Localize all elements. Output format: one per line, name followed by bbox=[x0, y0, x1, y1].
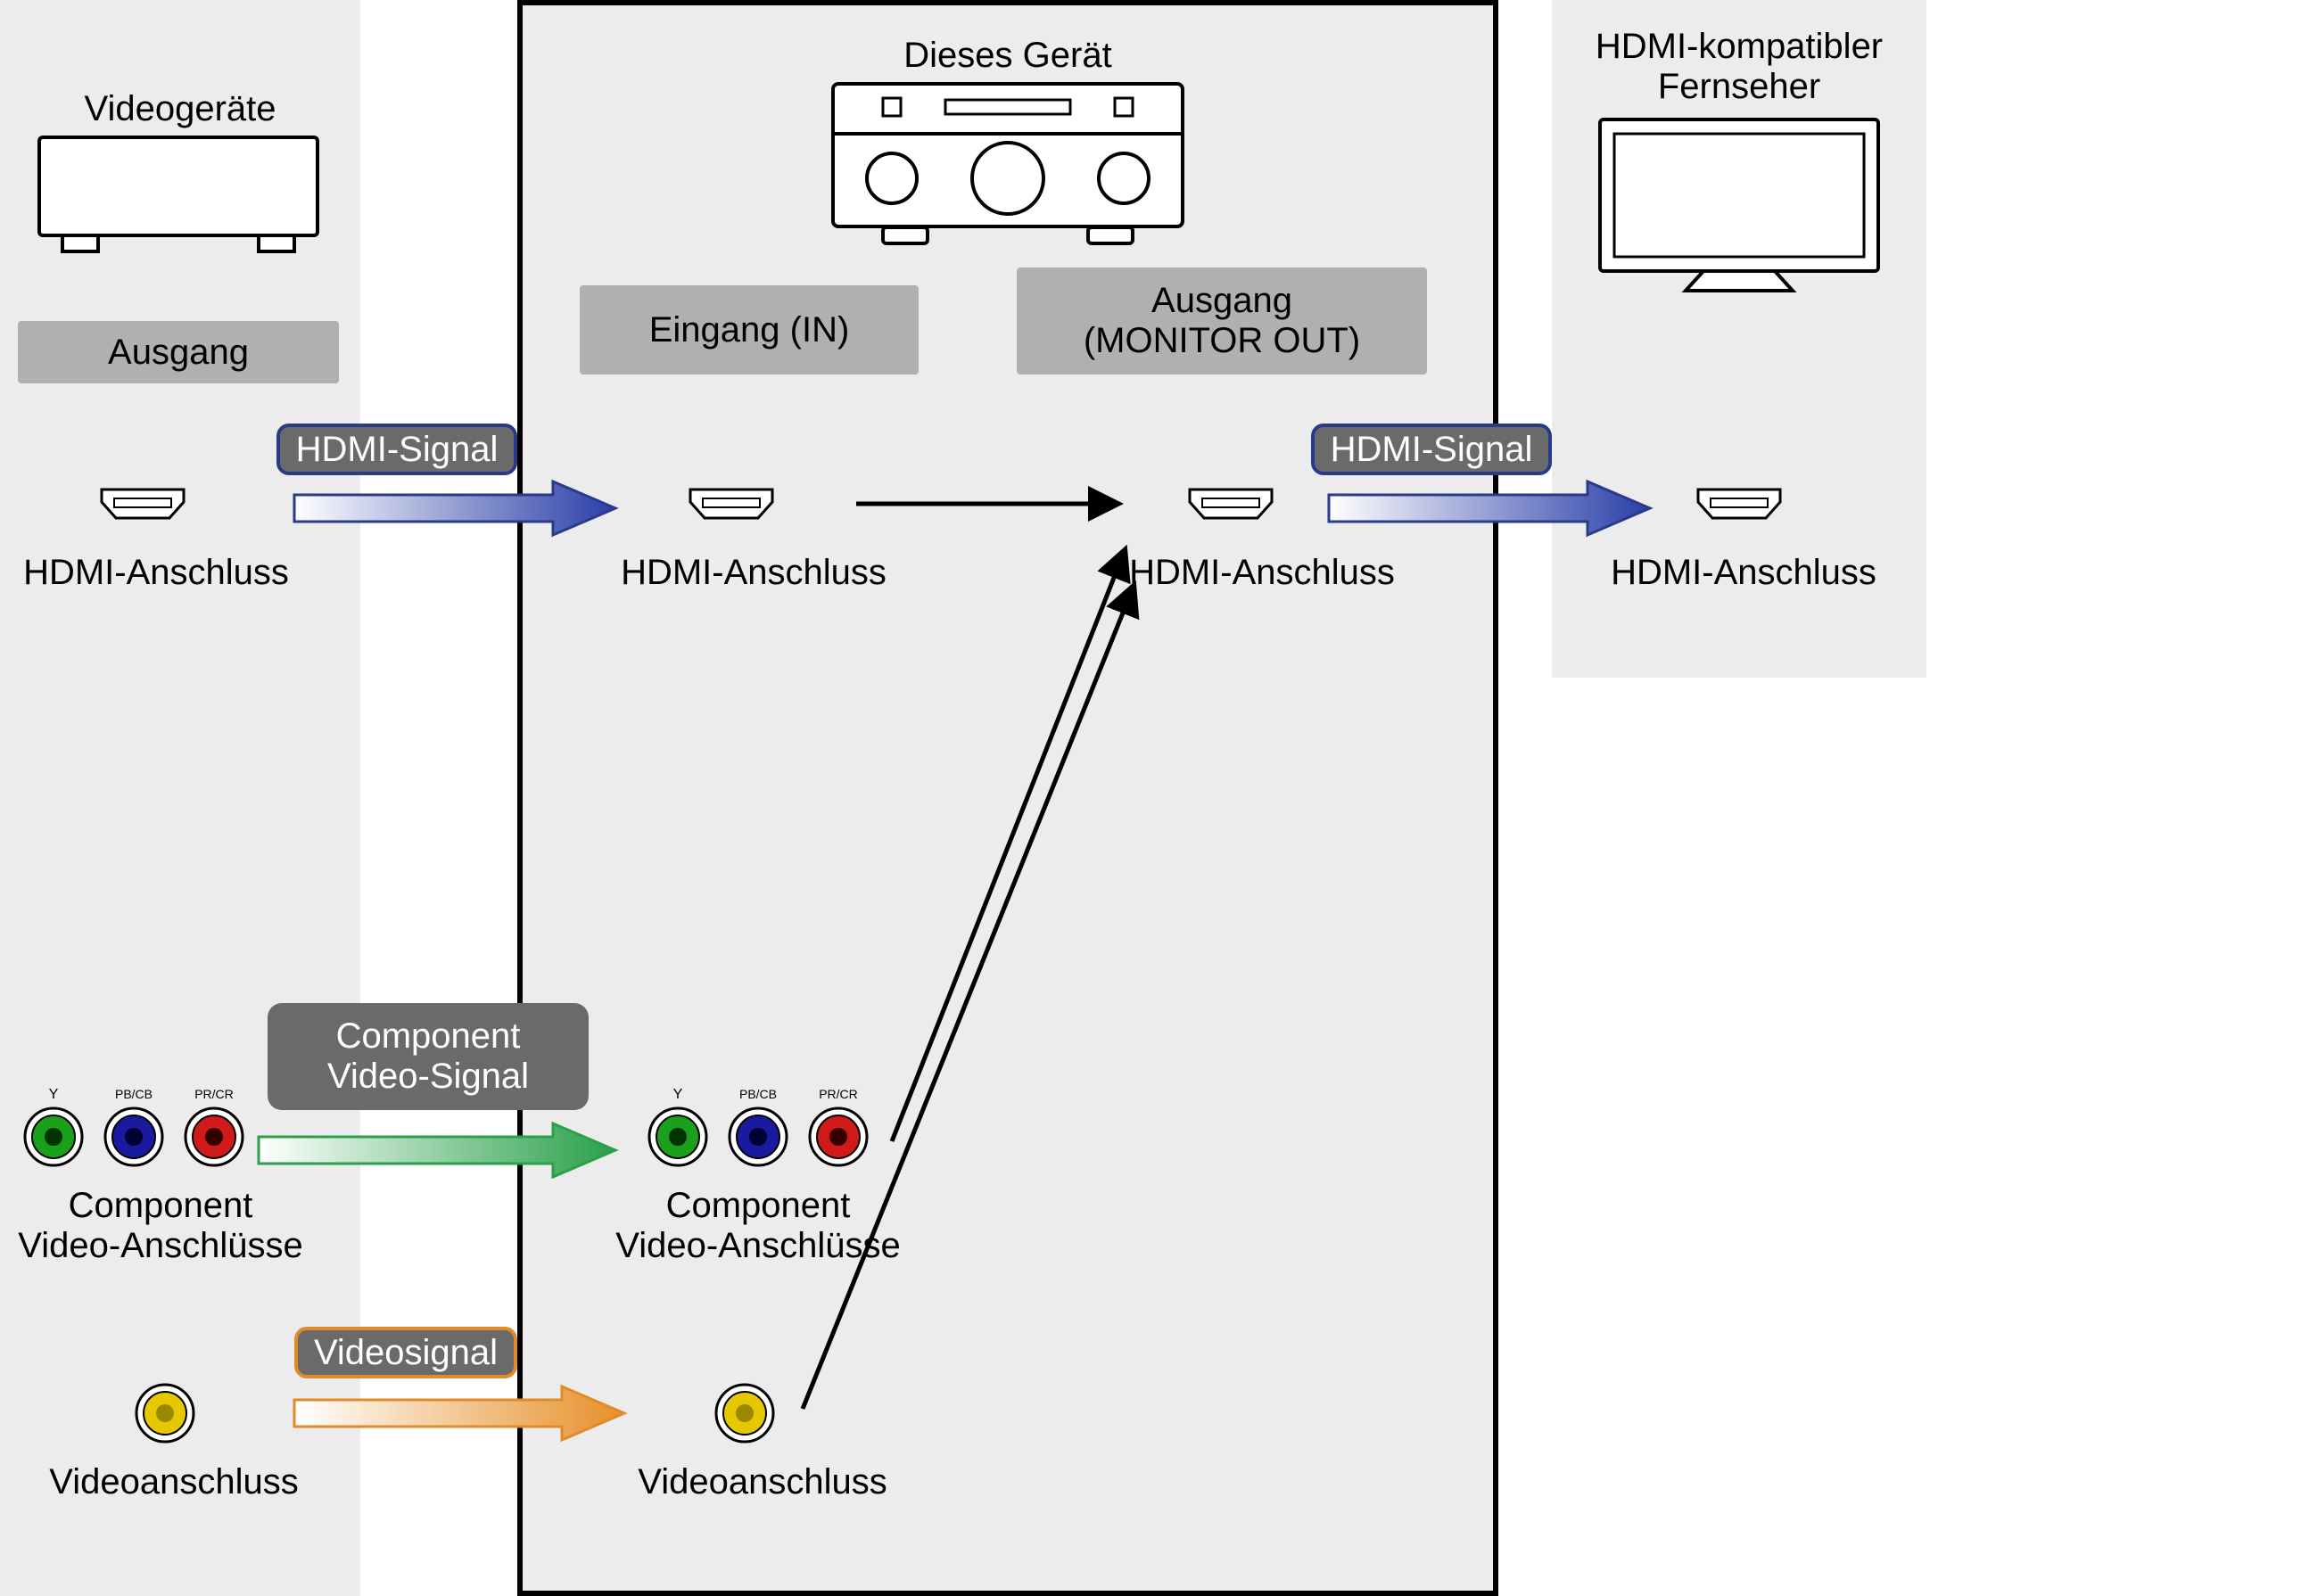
svg-text:PB/CB: PB/CB bbox=[115, 1087, 153, 1101]
diagram-canvas: Videogeräte Ausgang Dieses Gerät Eingang… bbox=[0, 0, 2301, 1596]
videoanschluss-left: Videoanschluss bbox=[18, 1462, 330, 1502]
svg-text:PR/CR: PR/CR bbox=[194, 1087, 234, 1101]
composite-jack-left bbox=[134, 1382, 196, 1444]
svg-text:PB/CB: PB/CB bbox=[739, 1087, 777, 1101]
svg-text:PR/CR: PR/CR bbox=[819, 1087, 858, 1101]
component-signal-box: Component Video-Signal bbox=[268, 1003, 589, 1110]
videoanschluss-center: Videoanschluss bbox=[606, 1462, 919, 1502]
component-anschluss-left: Component Video-Anschlüsse bbox=[0, 1186, 339, 1266]
videosignal-box: Videosignal bbox=[294, 1327, 517, 1378]
component-arrow bbox=[259, 1123, 615, 1177]
svg-text:Y: Y bbox=[673, 1087, 683, 1102]
videosignal-label: Videosignal bbox=[314, 1333, 498, 1373]
svg-text:Y: Y bbox=[49, 1087, 59, 1102]
composite-jack-center bbox=[713, 1382, 776, 1444]
composite-arrow bbox=[294, 1386, 624, 1440]
component-signal-label: Component Video-Signal bbox=[327, 1016, 529, 1097]
component-jacks-left: Y PB/CB PR/CR bbox=[18, 1088, 250, 1168]
component-anschluss-center: Component Video-Anschlüsse bbox=[580, 1186, 936, 1266]
component-jacks-center: Y PB/CB PR/CR bbox=[642, 1088, 874, 1168]
